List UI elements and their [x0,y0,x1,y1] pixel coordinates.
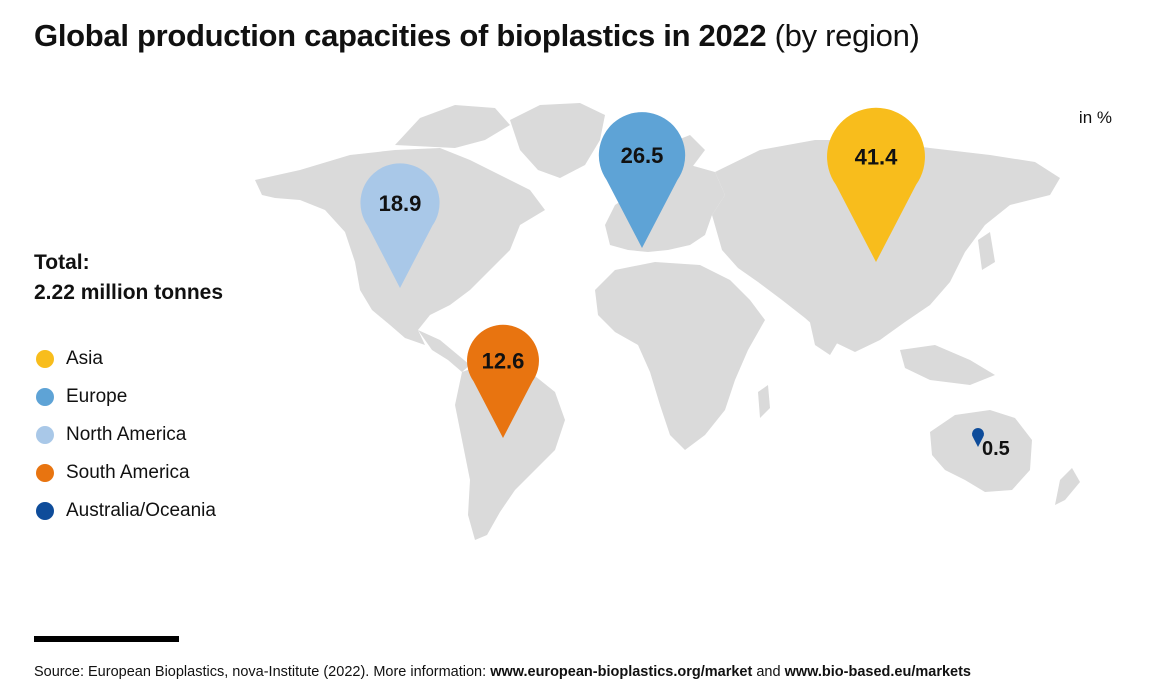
pin-label-australia-oceania: 0.5 [982,438,1010,460]
total-block: Total: 2.22 million tonnes [34,248,223,308]
legend-label: Australia/Oceania [66,500,216,521]
central-america-shape [418,330,470,372]
legend-item: Europe [36,378,216,416]
southeast-asia-islands-shape [900,345,995,385]
arctic-islands-shape [395,105,510,148]
south-america-shape [455,360,565,540]
greenland-shape [510,103,605,178]
total-label: Total: [34,251,90,274]
madagascar-shape [758,385,770,418]
unit-label: in % [1078,108,1112,127]
legend-label: Europe [66,386,128,407]
pin-label-europe: 26.5 [621,143,664,168]
legend-item: North America [36,416,216,454]
pin-australia-oceania [972,428,984,447]
source-conj: and [756,664,781,680]
legend: Asia Europe North America South America Aust… [36,340,216,530]
legend-label: South America [66,462,190,483]
divider [34,636,179,642]
japan-shape [978,232,995,270]
region-pins: 41.4 26.5 18.9 12.6 0.5 [360,107,1010,460]
chart-title: Global production capacities of bioplast… [34,18,920,54]
legend-swatch [36,502,54,520]
source-note: Source: European Bioplastics, nova-Insti… [34,664,971,680]
legend-item: South America [36,454,216,492]
pin-asia [827,107,925,262]
chart-title-main: Global production capacities of bioplast… [34,18,767,53]
chart-title-sub: (by region) [774,18,920,53]
asia-shape [712,140,1060,352]
legend-item: Australia/Oceania [36,492,216,530]
legend-swatch [36,426,54,444]
pin-europe [598,112,686,249]
pin-label-asia: 41.4 [855,145,899,170]
pin-south-america [467,324,539,438]
pin-label-north-america: 18.9 [379,191,422,216]
pin-label-south-america: 12.6 [482,349,525,374]
new-zealand-shape [1055,468,1080,505]
legend-swatch [36,350,54,368]
source-prefix: Source: European Bioplastics, nova-Insti… [34,664,487,680]
legend-swatch [36,388,54,406]
africa-shape [595,262,765,450]
total-value: 2.22 million tonnes [34,281,224,304]
source-link-european-bioplastics[interactable]: www.european-bioplastics.org/market [490,664,753,680]
legend-swatch [36,464,54,482]
india-shape [805,300,845,355]
legend-item: Asia [36,340,216,378]
source-link-bio-based[interactable]: www.bio-based.eu/markets [784,664,971,680]
australia-shape [930,410,1032,492]
legend-label: North America [66,424,187,445]
pin-north-america [360,163,440,288]
legend-label: Asia [66,348,103,369]
